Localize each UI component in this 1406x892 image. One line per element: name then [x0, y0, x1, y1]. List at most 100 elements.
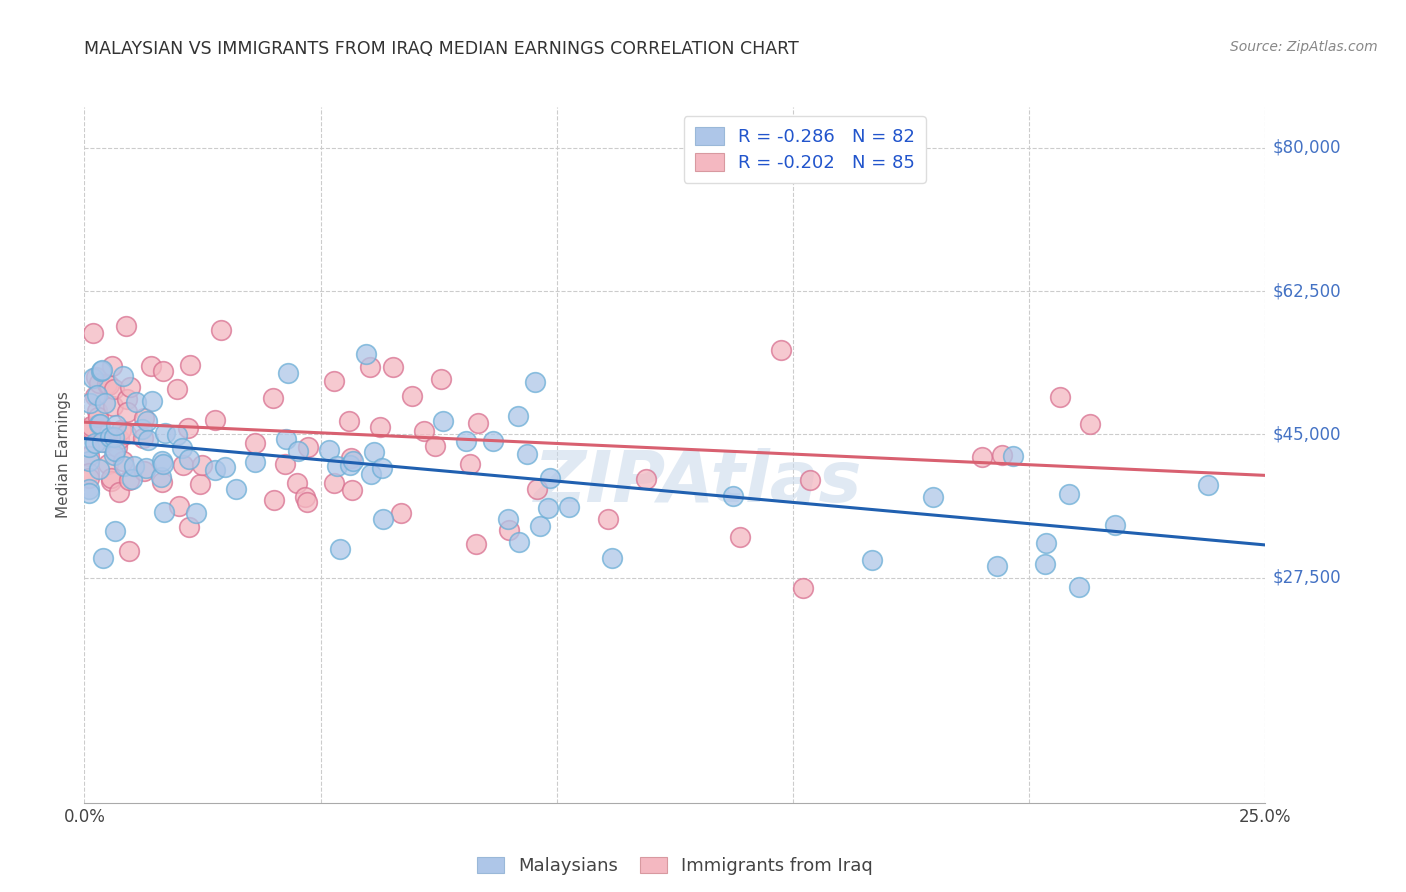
Point — [179, 519, 201, 533]
Point — [105, 440, 128, 454]
Point — [508, 409, 530, 424]
Text: ZIPAtlas: ZIPAtlas — [534, 449, 863, 517]
Point — [150, 475, 173, 489]
Point — [115, 392, 138, 406]
Point — [112, 454, 135, 468]
Point — [110, 424, 132, 438]
Point — [98, 378, 121, 392]
Point — [118, 473, 141, 487]
Point — [125, 395, 148, 409]
Point — [186, 506, 208, 520]
Point — [373, 512, 395, 526]
Point — [214, 460, 236, 475]
Point — [287, 443, 309, 458]
Point — [153, 505, 176, 519]
Point — [104, 444, 127, 458]
Point — [141, 359, 163, 373]
Point — [516, 447, 538, 461]
Point — [1033, 557, 1056, 571]
Point — [204, 412, 226, 426]
Point — [89, 417, 111, 431]
Point — [482, 434, 505, 449]
Point — [262, 391, 284, 405]
Point — [326, 458, 349, 473]
Point — [141, 394, 163, 409]
Point — [153, 425, 176, 440]
Point — [77, 441, 100, 455]
Point — [370, 420, 392, 434]
Point — [558, 500, 581, 514]
Point — [337, 414, 360, 428]
Point — [318, 442, 340, 457]
Point — [77, 482, 100, 496]
Point — [1067, 580, 1090, 594]
Point — [294, 491, 316, 505]
Point — [276, 432, 298, 446]
Point — [134, 464, 156, 478]
Text: Source: ZipAtlas.com: Source: ZipAtlas.com — [1230, 40, 1378, 54]
Point — [101, 359, 124, 373]
Point — [77, 423, 100, 437]
Point — [602, 550, 624, 565]
Point — [1078, 417, 1101, 431]
Point — [98, 430, 121, 444]
Point — [152, 457, 174, 471]
Point — [105, 418, 128, 433]
Point — [243, 436, 266, 450]
Point — [339, 450, 361, 465]
Point — [87, 462, 110, 476]
Point — [117, 405, 139, 419]
Point — [121, 473, 143, 487]
Point — [132, 411, 155, 425]
Point — [90, 363, 112, 377]
Point — [413, 425, 436, 439]
Point — [149, 470, 172, 484]
Point — [87, 410, 110, 425]
Point — [371, 461, 394, 475]
Point — [389, 506, 412, 520]
Point — [107, 484, 129, 499]
Point — [598, 512, 620, 526]
Point — [135, 461, 157, 475]
Point — [323, 374, 346, 388]
Text: $62,500: $62,500 — [1272, 282, 1341, 301]
Point — [177, 452, 200, 467]
Point — [152, 364, 174, 378]
Point — [285, 476, 308, 491]
Point — [295, 495, 318, 509]
Point — [77, 449, 100, 463]
Point — [115, 318, 138, 333]
Point — [169, 499, 191, 513]
Point — [464, 537, 486, 551]
Point — [84, 435, 107, 450]
Point — [456, 434, 478, 448]
Point — [177, 421, 200, 435]
Text: MALAYSIAN VS IMMIGRANTS FROM IRAQ MEDIAN EARNINGS CORRELATION CHART: MALAYSIAN VS IMMIGRANTS FROM IRAQ MEDIAN… — [84, 40, 799, 58]
Y-axis label: Median Earnings: Median Earnings — [56, 392, 72, 518]
Point — [1197, 478, 1219, 492]
Point — [225, 482, 247, 496]
Point — [430, 372, 453, 386]
Point — [82, 371, 104, 385]
Point — [94, 434, 117, 449]
Point — [90, 434, 112, 449]
Point — [79, 421, 101, 435]
Point — [523, 375, 546, 389]
Point — [79, 395, 101, 409]
Point — [538, 471, 561, 485]
Point — [86, 404, 108, 418]
Point — [423, 439, 446, 453]
Point — [135, 414, 157, 428]
Point — [274, 457, 297, 471]
Point — [108, 432, 131, 446]
Point — [1002, 449, 1025, 463]
Point — [526, 482, 548, 496]
Point — [340, 483, 363, 497]
Point — [100, 475, 122, 489]
Point — [122, 458, 145, 473]
Point — [117, 543, 139, 558]
Point — [79, 471, 101, 485]
Point — [166, 382, 188, 396]
Point — [991, 448, 1014, 462]
Point — [263, 492, 285, 507]
